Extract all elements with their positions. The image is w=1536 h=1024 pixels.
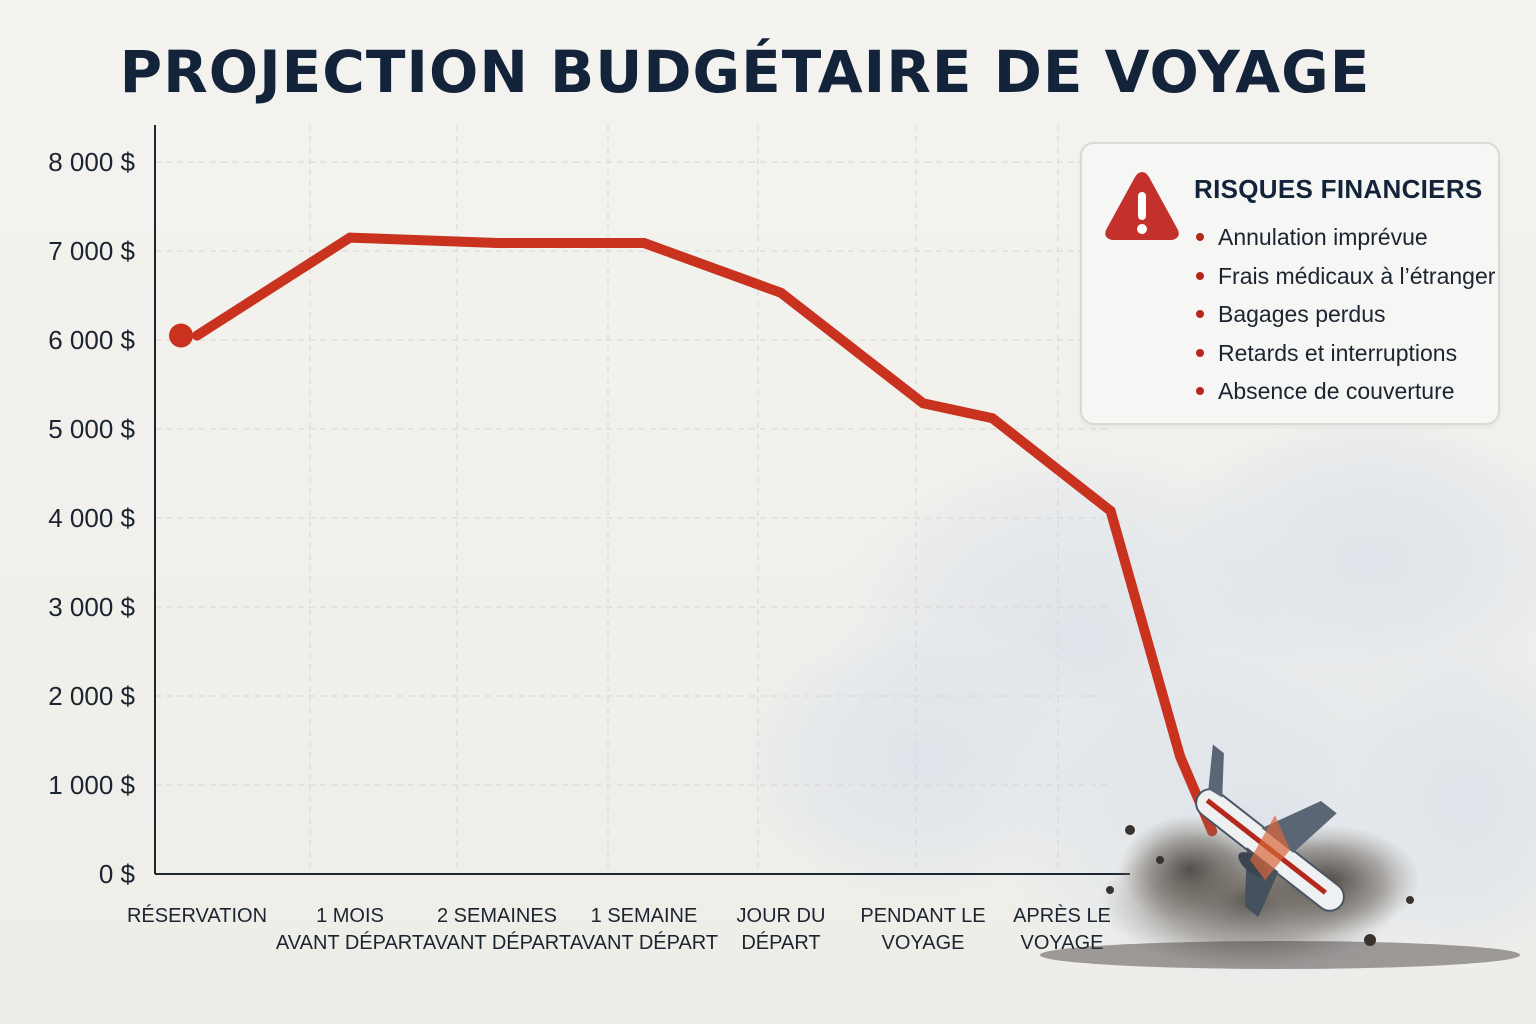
x-tick-label-line: 2 SEMAINES (437, 905, 557, 927)
x-tick-label-line: VOYAGE (1021, 932, 1104, 954)
x-tick-label-line: JOUR DU (737, 905, 826, 927)
data-point (776, 287, 786, 298)
x-tick-label-line: AVANT DÉPART (276, 931, 424, 954)
y-tick-label: 7 000 $ (48, 236, 135, 266)
y-tick-label: 4 000 $ (48, 503, 135, 533)
data-point (639, 237, 649, 248)
risk-item: Retards et interruptions (1194, 338, 1495, 377)
y-tick-label: 3 000 $ (48, 592, 135, 622)
risk-item: Bagages perdus (1194, 299, 1495, 338)
y-tick-label: 5 000 $ (48, 414, 135, 444)
x-tick-label-line: PENDANT LE (860, 905, 985, 927)
x-tick-label: 1 MOIS AVANT DÉPART (276, 905, 424, 954)
warning-icon (1105, 172, 1179, 240)
data-point-start (169, 323, 193, 348)
risk-item: Annulation imprévue (1194, 222, 1495, 261)
data-point (1175, 751, 1186, 762)
x-tick-label-line: VOYAGE (882, 932, 965, 954)
x-tick-label: 2 SEMAINES AVANT DÉPART (423, 905, 571, 954)
risk-title: RISQUES FINANCIERS (1194, 174, 1483, 204)
data-point (1105, 505, 1116, 516)
data-point (987, 413, 998, 424)
risk-item: Frais médicaux à l’étranger (1194, 261, 1495, 300)
y-axis-ticks: 0 $ 1 000 $ 2 000 $ 3 000 $ 4 000 $ 5 000 $ 6 … (48, 147, 135, 889)
y-tick-label: 6 000 $ (48, 325, 135, 355)
x-tick-label: JOUR DU DÉPART (737, 905, 826, 954)
risk-list: Annulation imprévue Frais médicaux à l’é… (1194, 222, 1495, 415)
series-layer (169, 232, 1218, 837)
x-tick-label-line: RÉSERVATION (127, 904, 267, 927)
risk-item: Absence de couverture (1194, 376, 1495, 415)
y-tick-label: 0 $ (99, 859, 136, 889)
x-tick-label: RÉSERVATION (127, 904, 267, 927)
series-line (192, 232, 1218, 837)
data-point (345, 232, 355, 243)
x-tick-label-line: 1 SEMAINE (591, 905, 698, 927)
y-tick-label: 8 000 $ (48, 147, 135, 177)
grid-lines (155, 125, 1110, 874)
x-tick-label-line: APRÈS LE (1013, 904, 1111, 927)
y-tick-label: 1 000 $ (48, 770, 135, 800)
x-tick-label: PENDANT LE VOYAGE (860, 905, 985, 954)
x-tick-label-line: AVANT DÉPART (423, 931, 571, 954)
crashing-airplane-icon (1040, 744, 1520, 970)
cloud-decoration (720, 400, 1536, 1010)
x-tick-label: APRÈS LE VOYAGE (1013, 904, 1111, 954)
x-tick-label: 1 SEMAINE AVANT DÉPART (570, 905, 718, 954)
chart-title: PROJECTION BUDGÉTAIRE DE VOYAGE (119, 38, 1371, 106)
x-tick-label-line: AVANT DÉPART (570, 931, 718, 954)
x-axis-ticks: RÉSERVATION 1 MOIS AVANT DÉPART 2 SEMAINES A… (127, 904, 1111, 954)
data-point (492, 237, 502, 248)
risk-legend-box: RISQUES FINANCIERS Annulation imprévue F… (1080, 142, 1500, 425)
x-tick-label-line: 1 MOIS (316, 905, 384, 927)
data-point (918, 398, 928, 409)
y-tick-label: 2 000 $ (48, 681, 135, 711)
x-tick-label-line: DÉPART (741, 931, 820, 954)
